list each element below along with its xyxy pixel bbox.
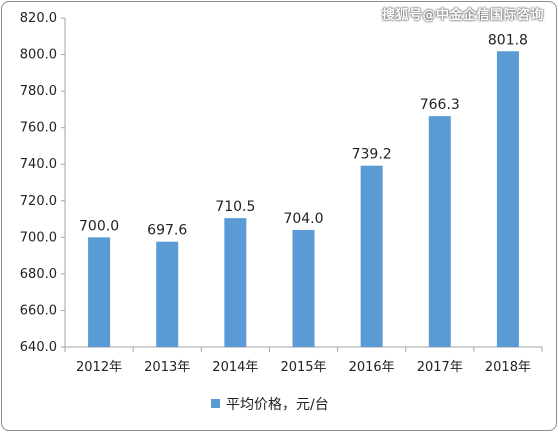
data-label: 700.0 bbox=[79, 218, 119, 234]
x-tick-label: 2013年 bbox=[144, 360, 190, 375]
y-tick-label: 760.0 bbox=[20, 121, 57, 136]
x-axis: 2012年 2013年 2014年 2015年 2016年 2017年 2018年 bbox=[64, 346, 543, 375]
bar bbox=[292, 230, 315, 347]
bar bbox=[156, 241, 179, 347]
data-label: 801.8 bbox=[488, 32, 528, 48]
data-label: 710.5 bbox=[215, 199, 255, 215]
y-tick-label: 800.0 bbox=[20, 48, 57, 63]
x-tick-label: 2015年 bbox=[280, 360, 326, 375]
y-tick-label: 680.0 bbox=[20, 267, 57, 282]
x-tick-label: 2017年 bbox=[417, 360, 463, 375]
data-label: 739.2 bbox=[352, 147, 392, 163]
y-tick-label: 660.0 bbox=[20, 303, 57, 318]
y-axis: 640.0 660.0 680.0 700.0 720.0 740.0 760.0 780.0… bbox=[20, 11, 66, 355]
bar bbox=[360, 165, 383, 347]
data-label: 704.0 bbox=[283, 211, 323, 227]
bar bbox=[224, 218, 247, 347]
y-tick-label: 720.0 bbox=[20, 194, 57, 209]
x-tick-label: 2014年 bbox=[212, 360, 258, 375]
data-label: 697.6 bbox=[147, 223, 187, 239]
x-tick-label: 2016年 bbox=[349, 360, 395, 375]
data-labels: 700.0 697.6 710.5 704.0 739.2 766.3 801.8 bbox=[79, 32, 528, 238]
y-tick-label: 780.0 bbox=[20, 84, 57, 99]
x-tick-label: 2012年 bbox=[76, 360, 122, 375]
y-tick-label: 700.0 bbox=[20, 230, 57, 245]
bar bbox=[428, 116, 451, 347]
bar bbox=[496, 51, 519, 347]
y-tick-label: 640.0 bbox=[20, 340, 57, 355]
bar bbox=[88, 237, 111, 347]
legend-swatch bbox=[211, 399, 220, 408]
legend: 平均价格，元/台 bbox=[211, 397, 329, 413]
x-tick-label: 2018年 bbox=[485, 360, 531, 375]
y-tick-label: 820.0 bbox=[20, 11, 57, 26]
data-label: 766.3 bbox=[420, 97, 460, 113]
legend-label: 平均价格，元/台 bbox=[226, 397, 329, 413]
y-tick-label: 740.0 bbox=[20, 157, 57, 172]
watermark: 搜狐号@中金企信国际咨询 bbox=[381, 8, 544, 23]
bars bbox=[88, 51, 519, 347]
